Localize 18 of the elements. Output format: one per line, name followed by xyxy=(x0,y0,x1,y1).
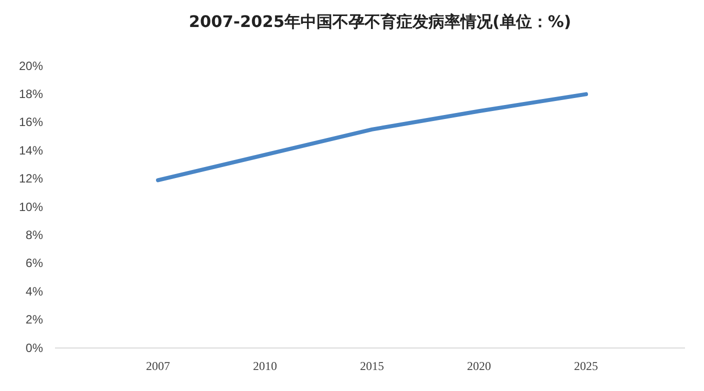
line-series xyxy=(156,92,588,182)
y-tick-label: 20% xyxy=(18,58,44,73)
y-tick-label: 14% xyxy=(18,143,44,158)
y-tick-label: 18% xyxy=(18,87,44,102)
chart-title: 2007-2025年中国不孕不育症发病率情况(单位：%) xyxy=(188,12,572,31)
y-tick-label: 10% xyxy=(18,200,44,214)
y-tick-label: 6% xyxy=(26,256,44,270)
y-tick-label: 8% xyxy=(26,228,44,242)
y-tick-label: 16% xyxy=(18,115,44,130)
y-tick-label: 4% xyxy=(26,284,44,298)
y-tick-label: 2% xyxy=(26,312,44,327)
y-tick-label: 0% xyxy=(26,340,44,355)
x-tick-label: 2020 xyxy=(467,359,491,374)
x-tick-label: 2015 xyxy=(360,359,384,374)
x-tick-label: 2025 xyxy=(574,359,598,374)
x-tick-label: 2010 xyxy=(253,359,277,374)
x-tick-label: 2007 xyxy=(146,359,170,374)
y-tick-label: 12% xyxy=(18,172,44,186)
